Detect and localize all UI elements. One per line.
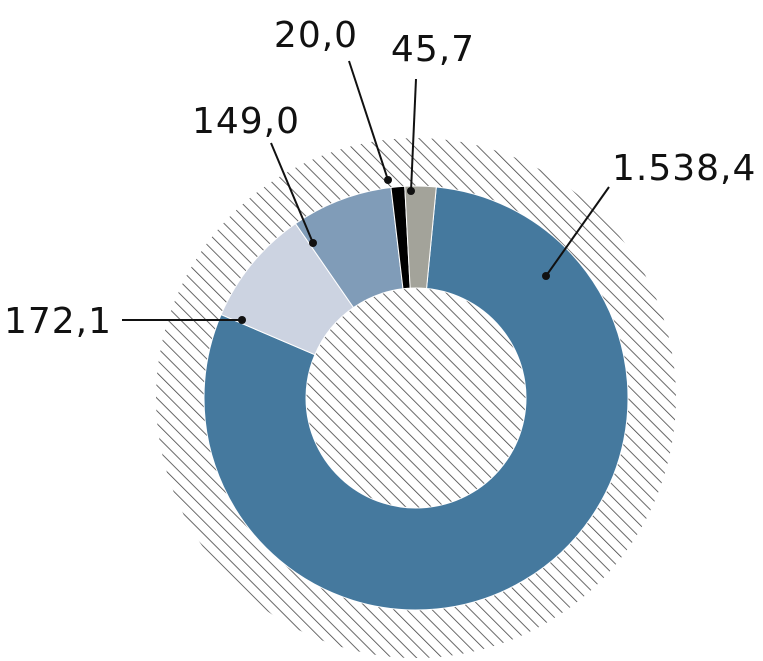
data-label-3: 20,0: [274, 15, 358, 56]
data-label-4: 45,7: [391, 29, 475, 70]
data-label-0: 1.538,4: [612, 148, 756, 189]
leader-dot-0: [542, 272, 550, 280]
data-labels: 1.538,4 172,1 149,0 20,0 45,7: [4, 15, 756, 342]
data-label-1: 172,1: [4, 301, 112, 342]
leader-dot-3: [384, 176, 392, 184]
leader-dot-1: [238, 316, 246, 324]
leader-line-0: [545, 186, 610, 277]
leader-lines: [122, 60, 610, 324]
leader-line-3: [348, 60, 389, 181]
leader-line-4: [410, 78, 417, 192]
donut-slice-0: [203, 186, 629, 611]
donut-slices: [203, 185, 629, 611]
data-label-2: 149,0: [192, 101, 300, 142]
leader-line-2: [270, 142, 314, 244]
leader-dot-2: [309, 239, 317, 247]
leader-dot-4: [407, 187, 415, 195]
donut-slice-4: [404, 185, 437, 290]
